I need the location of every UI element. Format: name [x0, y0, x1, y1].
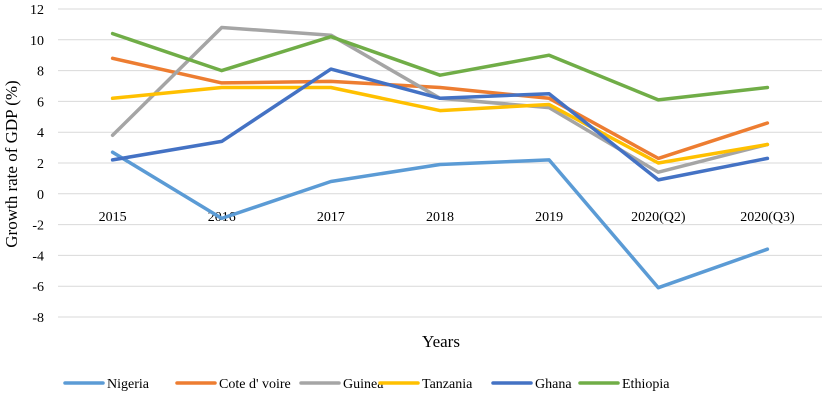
legend-item: Nigeria	[63, 377, 150, 392]
legend-label: Ghana	[535, 377, 572, 392]
series-lines	[110, 25, 770, 290]
y-tick-label: 0	[37, 188, 44, 203]
legend-item: Ghana	[491, 377, 572, 392]
legend-item: Cote d' voire	[175, 377, 291, 392]
y-tick-label: 6	[37, 95, 44, 110]
series-line-cote-d-voire	[110, 56, 770, 161]
legend-item: Tanzania	[378, 377, 473, 392]
legend-label: Tanzania	[422, 377, 473, 392]
x-tick-label: 2019	[535, 210, 563, 225]
y-tick-label: 2	[37, 157, 44, 172]
legend-label: Ethiopia	[622, 377, 670, 392]
y-tick-label: 12	[30, 3, 44, 18]
x-tick-label: 2020(Q3)	[740, 210, 795, 225]
legend-item: Guinea	[299, 377, 384, 392]
x-axis-tick-labels: 2015 2016 2017 2018 2019 2020(Q2) 2020(Q3)	[99, 210, 795, 225]
series-line-ethiopia	[110, 31, 770, 102]
y-tick-label: 10	[30, 34, 44, 49]
y-tick-label: 4	[37, 126, 44, 141]
y-tick-label: -8	[32, 311, 44, 326]
y-axis-tick-labels: 12 10 8 6 4 2 0 -2 -4 -6 -8	[30, 3, 44, 326]
x-axis-title: Years	[422, 332, 460, 351]
series-line-nigeria	[110, 150, 770, 290]
legend-item: Ethiopia	[578, 377, 670, 392]
series-line-tanzania	[110, 85, 770, 165]
y-axis-title: Growth rate of GDP (%)	[2, 80, 21, 247]
y-tick-label: 8	[37, 65, 44, 80]
x-tick-label: 2015	[99, 210, 127, 225]
legend-label: Nigeria	[107, 377, 150, 392]
legend-label: Cote d' voire	[219, 377, 291, 392]
legend: Nigeria Cote d' voire Guinea Tanzania Ghana E…	[63, 377, 670, 392]
x-tick-label: 2020(Q2)	[631, 210, 686, 225]
legend-label: Guinea	[343, 377, 384, 392]
y-tick-label: -2	[32, 219, 44, 234]
series-line-ghana	[110, 67, 770, 182]
x-tick-label: 2017	[317, 210, 345, 225]
y-tick-label: -4	[32, 249, 44, 264]
x-tick-label: 2018	[426, 210, 454, 225]
y-tick-label: -6	[32, 280, 44, 295]
